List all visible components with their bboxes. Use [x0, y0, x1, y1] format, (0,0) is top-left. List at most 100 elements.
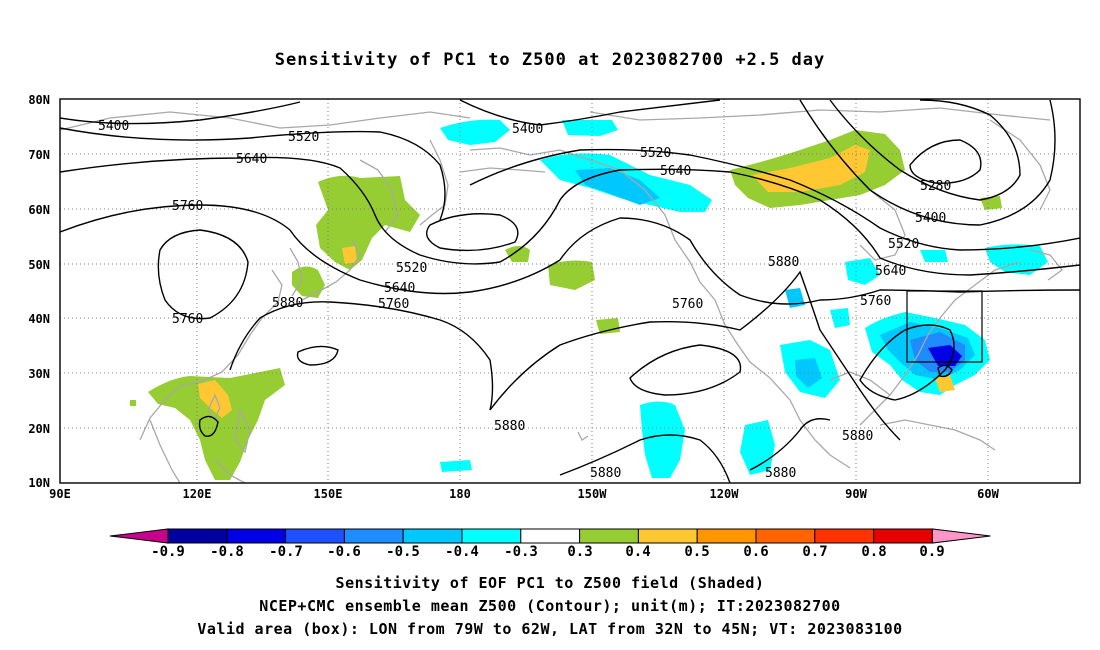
- lon-label: 180: [449, 487, 471, 501]
- valid-area-box: [906, 290, 983, 363]
- colorbar-arrow-low: [109, 528, 169, 544]
- lat-label: 20N: [28, 422, 50, 436]
- colorbar-swatch: [343, 528, 404, 544]
- shade-green-japan: [316, 175, 420, 270]
- shade-cyan-mex1: [640, 401, 685, 478]
- coast-okhotsk: [359, 159, 399, 233]
- shade-green-pac2: [548, 260, 595, 290]
- lat-label: 50N: [28, 258, 50, 272]
- contour-label: 5880: [842, 429, 873, 444]
- shade-green-pac1: [505, 246, 530, 262]
- colorbar-label: -0.6: [327, 544, 361, 560]
- contour-5880-small: [296, 345, 339, 366]
- contour-label: 5880: [590, 466, 621, 481]
- shade-yellow-china: [198, 380, 232, 418]
- colorbar-label: -0.5: [386, 544, 420, 560]
- coast-arctic-canada: [589, 107, 1051, 121]
- contour-labels: 5400 5520 5640 5760 5400 5520 5640 5280 …: [98, 119, 951, 481]
- contour-5520-w: [60, 127, 446, 221]
- contour-label: 5640: [384, 281, 415, 296]
- longitude-labels: 90E 120E 150E 180 150W 120W 90W 60W: [49, 487, 999, 501]
- colorbar-swatch: [226, 528, 287, 544]
- colorbar-arrow-high: [931, 528, 991, 544]
- lat-label: 30N: [28, 367, 50, 381]
- contour-label: 5760: [172, 199, 203, 214]
- coast-taiwan: [207, 393, 221, 422]
- shade-yellow-japan: [342, 246, 357, 264]
- contour-5520-low: [426, 213, 519, 252]
- colorbar-label: 0.3: [567, 544, 592, 560]
- caption-line-2: NCEP+CMC ensemble mean Z500 (Contour); u…: [259, 597, 841, 615]
- contour-5880-main: [229, 301, 494, 411]
- lat-label: 70N: [28, 148, 50, 162]
- contour-label: 5760: [378, 297, 409, 312]
- contour-label: 5760: [672, 297, 703, 312]
- coastlines: [60, 107, 1063, 483]
- colorbar: [109, 528, 991, 544]
- coast-aleutians: [459, 167, 546, 173]
- contour-label: 5400: [98, 119, 129, 134]
- shade-cyan-ne3: [920, 250, 948, 262]
- contour-5760-n: [559, 217, 1080, 305]
- coast-kamchatka: [419, 139, 449, 226]
- colorbar-label: -0.8: [210, 544, 244, 560]
- contour-label: 5520: [288, 130, 319, 145]
- contour-5400-n: [459, 99, 721, 126]
- contour-label: 5520: [396, 261, 427, 276]
- contour-5640-n: [499, 168, 1080, 276]
- contour-label: 5880: [272, 296, 303, 311]
- colorbar-swatch: [520, 528, 581, 544]
- shade-yellow-eastcoast: [935, 375, 955, 392]
- lon-label: 90E: [49, 487, 71, 501]
- plot-frame: [59, 98, 1081, 484]
- shade-cyan-ne2: [845, 258, 880, 285]
- lat-label: 60N: [28, 203, 50, 217]
- colorbar-label: 0.6: [743, 544, 768, 560]
- lon-label: 90W: [845, 487, 867, 501]
- contour-5760-w: [60, 204, 561, 295]
- colorbar-swatch: [461, 528, 522, 544]
- colorbar-label: 0.4: [625, 544, 650, 560]
- colorbar-swatch: [873, 528, 933, 544]
- coast-greenland: [989, 119, 1051, 211]
- contour-5880-loop: [629, 344, 742, 396]
- colorbar-label: 0.5: [684, 544, 709, 560]
- lon-label: 120W: [710, 487, 740, 501]
- colorbar-label: -0.7: [269, 544, 303, 560]
- colorbar-label: -0.4: [445, 544, 479, 560]
- lon-label: 60W: [977, 487, 999, 501]
- lon-label: 120E: [183, 487, 212, 501]
- contour-5400-e: [829, 99, 1021, 201]
- contour-label: 5760: [172, 312, 203, 327]
- shade-cyan-bering: [440, 119, 510, 145]
- coast-korea: [289, 247, 303, 297]
- contour-label: 5640: [875, 264, 906, 279]
- colorbar-swatch: [285, 528, 345, 544]
- contour-5760-loop2: [859, 324, 955, 401]
- lat-label: 40N: [28, 312, 50, 326]
- contour-5880-mex: [749, 418, 831, 471]
- coast-mexico: [769, 377, 851, 469]
- coast-indochina: [149, 419, 181, 483]
- contour-5880-e: [489, 270, 901, 441]
- coast-hudson: [859, 189, 906, 261]
- colorbar-swatch: [579, 528, 639, 544]
- coast-philippines: [234, 407, 251, 454]
- contour-label: 5400: [915, 211, 946, 226]
- contour-label: 5880: [494, 419, 525, 434]
- shade-cyan-bering2: [562, 120, 618, 136]
- coast-caribbean: [879, 419, 996, 451]
- coast-asia-north: [60, 111, 471, 131]
- contour-label: 5520: [888, 237, 919, 252]
- colorbar-label: -0.9: [151, 544, 185, 560]
- colorbar-swatch: [814, 528, 875, 544]
- colorbar-swatch: [167, 528, 228, 544]
- contour-label: 5640: [660, 164, 691, 179]
- contour-label: 5880: [765, 466, 796, 481]
- shaded-sensitivity: [130, 119, 1048, 480]
- latitude-labels: 80N 70N 60N 50N 40N 30N 20N 10N: [28, 93, 50, 490]
- coast-us-west: [714, 299, 771, 379]
- coast-nfld: [1029, 249, 1063, 281]
- shade-green-small: [130, 400, 136, 406]
